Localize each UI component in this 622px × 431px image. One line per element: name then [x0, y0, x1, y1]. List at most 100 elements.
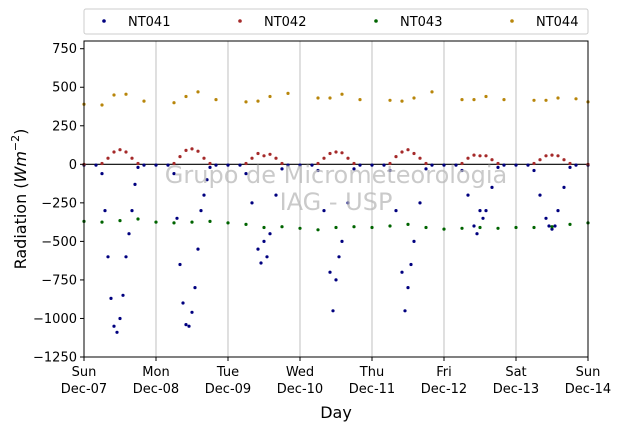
data-point — [472, 153, 476, 157]
x-tick-day: Sun — [576, 365, 601, 380]
data-point — [208, 165, 212, 169]
data-point — [352, 161, 356, 166]
data-point — [352, 225, 356, 229]
data-point — [124, 255, 128, 259]
y-axis-label-exponent: −2 — [9, 135, 22, 151]
data-point — [172, 221, 176, 225]
y-tick-label: −1000 — [33, 312, 77, 327]
data-point — [370, 163, 374, 167]
data-point — [250, 201, 254, 205]
data-point — [400, 99, 404, 103]
data-point — [388, 161, 392, 166]
data-point — [202, 193, 206, 197]
x-tick-date: Dec-09 — [205, 382, 251, 397]
data-point — [214, 163, 218, 167]
data-point — [244, 100, 248, 104]
data-point — [190, 310, 194, 314]
data-point — [328, 151, 332, 156]
data-point — [478, 154, 482, 158]
data-point — [208, 219, 212, 223]
data-point — [514, 163, 518, 167]
data-point — [484, 209, 488, 213]
data-point — [340, 151, 344, 155]
data-point — [334, 278, 338, 282]
data-point — [103, 209, 107, 213]
data-point — [412, 239, 416, 243]
y-tick-label: 250 — [52, 119, 77, 134]
data-point — [136, 161, 140, 166]
x-tick-date: Dec-10 — [277, 382, 323, 397]
data-point — [388, 168, 392, 173]
x-tick-day: Fri — [436, 365, 452, 380]
data-point — [478, 209, 482, 213]
data-point — [556, 154, 560, 158]
gridlines — [155, 41, 517, 357]
data-point — [136, 217, 140, 221]
x-tick-date: Dec-11 — [349, 382, 395, 397]
data-point — [184, 148, 188, 152]
data-point — [214, 98, 218, 102]
data-point — [196, 149, 200, 153]
data-point — [484, 154, 488, 158]
data-point — [256, 99, 260, 103]
data-point — [178, 155, 182, 159]
data-point — [94, 163, 98, 167]
data-point — [172, 161, 176, 166]
data-point — [424, 167, 428, 171]
data-point — [259, 261, 263, 265]
data-point — [118, 148, 122, 152]
data-point — [496, 226, 500, 230]
data-point — [316, 96, 320, 100]
data-point — [322, 156, 326, 160]
data-point — [106, 156, 110, 160]
y-tick-label: −250 — [41, 196, 77, 211]
series-NT043 — [82, 217, 590, 232]
data-point — [454, 163, 458, 167]
legend-label: NT041 — [128, 15, 170, 30]
data-point — [340, 239, 344, 243]
data-point — [136, 165, 140, 169]
data-point — [208, 161, 212, 166]
data-point — [124, 92, 128, 96]
data-point — [100, 220, 104, 224]
data-point — [244, 222, 248, 226]
data-point — [190, 147, 194, 151]
legend-label: NT043 — [400, 15, 442, 30]
data-point — [406, 148, 410, 152]
data-point — [400, 270, 404, 274]
data-point — [550, 227, 554, 231]
legend-frame — [83, 8, 589, 35]
x-tick-day: Sun — [72, 365, 97, 380]
data-point — [118, 316, 122, 321]
legend-marker — [102, 19, 106, 23]
x-tick-date: Dec-13 — [493, 382, 539, 397]
data-point — [250, 156, 254, 160]
data-point — [130, 156, 134, 160]
watermark-line-2: IAG - USP — [280, 188, 393, 216]
data-point — [226, 163, 230, 167]
data-point — [544, 154, 548, 158]
data-point — [286, 91, 290, 95]
data-point — [574, 97, 578, 101]
x-tick-day: Tue — [216, 365, 239, 380]
data-point — [562, 185, 566, 189]
watermark-line-1: Grupo de Micrometeorologia — [165, 161, 507, 189]
data-point — [430, 90, 434, 94]
legend-label: NT042 — [264, 15, 306, 30]
data-point — [466, 193, 470, 197]
data-point — [460, 226, 464, 230]
data-point — [274, 156, 278, 160]
data-point — [484, 94, 488, 99]
data-point — [256, 151, 260, 156]
data-point — [268, 94, 272, 99]
legend-marker — [374, 19, 378, 23]
data-point — [121, 293, 125, 297]
data-point — [424, 225, 428, 230]
data-point — [187, 324, 191, 328]
series-NT042 — [82, 147, 590, 166]
data-point — [268, 152, 272, 156]
data-point — [193, 286, 197, 290]
data-point — [322, 209, 326, 213]
y-tick-label: 750 — [52, 42, 77, 57]
data-point — [466, 156, 470, 160]
